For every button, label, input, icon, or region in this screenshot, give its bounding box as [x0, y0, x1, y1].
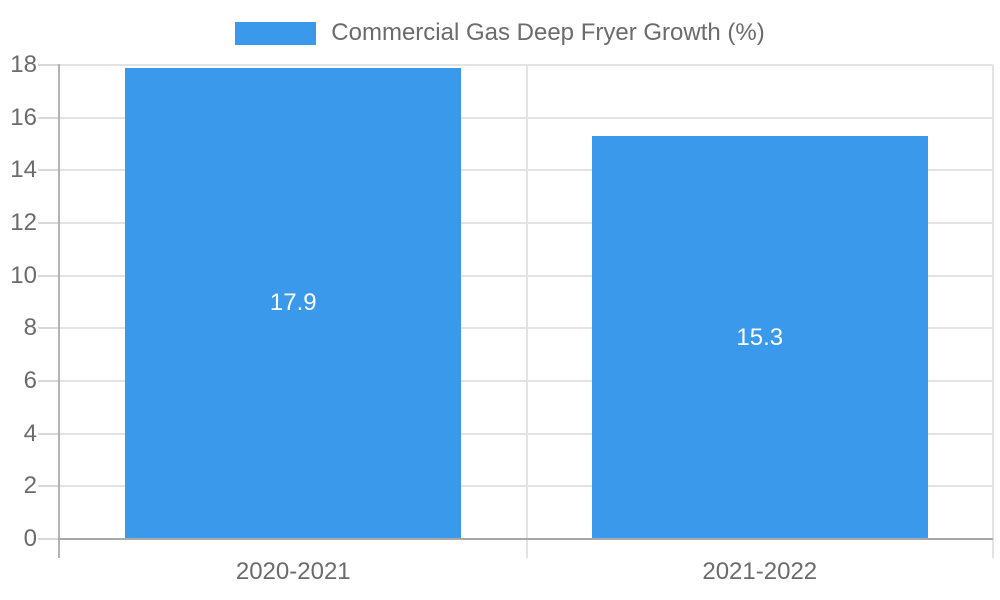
y-axis-tick — [38, 64, 58, 66]
x-tick-label-2021-2022: 2021-2022 — [702, 558, 818, 585]
y-axis-tick — [38, 116, 58, 119]
y-axis-line — [58, 64, 60, 558]
y-axis-tick — [38, 274, 58, 277]
chart-legend[interactable]: Commercial Gas Deep Fryer Growth (%) — [0, 19, 1000, 47]
y-tick-label-10: 10 — [10, 261, 37, 289]
y-tick-label-18: 18 — [10, 51, 37, 78]
y-tick-label-8: 8 — [23, 314, 37, 342]
legend-label: Commercial Gas Deep Fryer Growth (%) — [331, 19, 765, 46]
y-tick-label-12: 12 — [10, 209, 37, 236]
y-tick-label-14: 14 — [10, 156, 37, 184]
y-axis-tick — [38, 485, 58, 488]
bar-2020-2021[interactable] — [125, 67, 461, 539]
y-axis-tick — [38, 222, 58, 224]
y-axis-tick — [38, 327, 58, 330]
x-tick-label-2020-2021: 2020-2021 — [235, 558, 351, 585]
plot-right-border — [992, 65, 994, 558]
bar-value-label: 17.9 — [269, 289, 317, 317]
gridline-vertical — [525, 65, 528, 558]
y-axis-tick — [38, 380, 58, 382]
y-axis-tick — [38, 169, 58, 172]
bar-2021-2022[interactable] — [592, 136, 928, 539]
y-tick-label-2: 2 — [23, 472, 37, 500]
x-axis-baseline — [58, 538, 993, 540]
bar-value-label: 15.3 — [736, 323, 784, 351]
y-axis-tick — [38, 538, 58, 540]
y-axis-tick — [38, 432, 58, 435]
y-tick-label-4: 4 — [23, 419, 37, 447]
y-tick-label-6: 6 — [23, 367, 37, 394]
y-tick-label-0: 0 — [23, 525, 37, 552]
y-tick-label-16: 16 — [10, 103, 37, 131]
legend-swatch-icon — [235, 21, 317, 45]
